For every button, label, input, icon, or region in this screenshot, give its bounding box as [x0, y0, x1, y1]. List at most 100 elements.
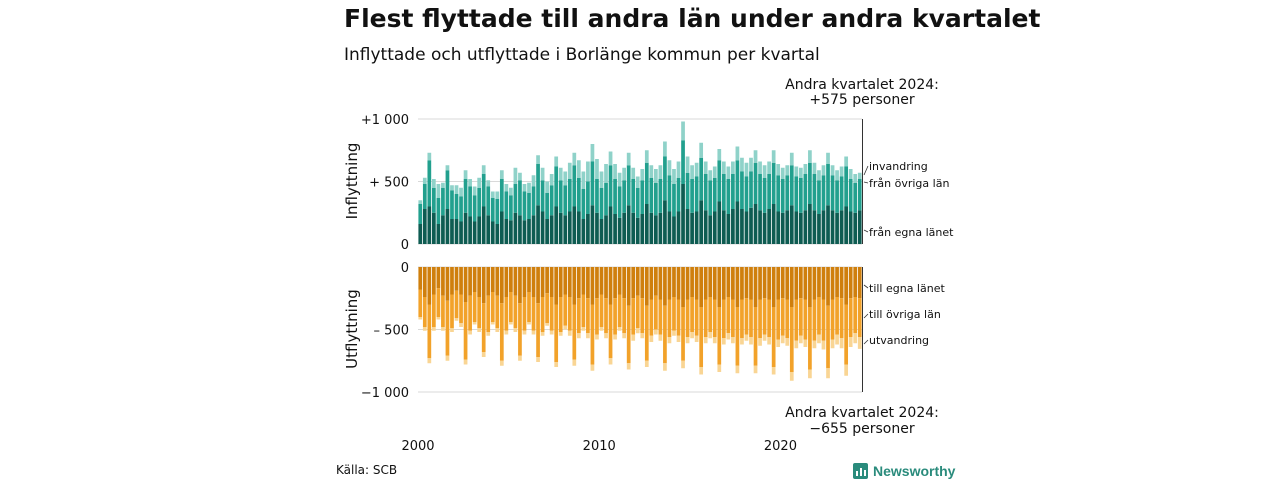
bar-segment — [780, 335, 785, 344]
bar-segment — [527, 219, 531, 244]
bar-segment — [445, 170, 450, 209]
bar-segment — [622, 298, 627, 334]
bar-segment — [441, 182, 445, 188]
bar-segment — [554, 362, 559, 367]
bar-segment — [749, 299, 753, 337]
bar-segment — [545, 219, 549, 244]
bar-segment — [459, 323, 463, 327]
bar-segment — [740, 171, 744, 209]
bar-segment — [445, 355, 450, 361]
bar-segment — [576, 160, 581, 178]
bar-segment — [676, 267, 681, 300]
bar-segment — [558, 332, 563, 336]
bar-segment — [445, 267, 450, 301]
bar-segment — [798, 335, 803, 344]
bar-segment — [731, 299, 735, 337]
bar-segment — [617, 172, 622, 187]
bar-segment — [667, 299, 672, 337]
bar-segment — [794, 166, 799, 177]
bar-segment — [808, 369, 812, 379]
bar-segment — [857, 172, 862, 179]
bar-segment — [572, 304, 577, 360]
bar-segment — [595, 212, 599, 244]
bar-segment — [631, 212, 636, 244]
bar-segment — [595, 267, 599, 299]
bar-segment — [545, 323, 549, 326]
bar-segment — [549, 267, 554, 297]
bar-segment — [699, 142, 704, 158]
bar-segment — [540, 267, 545, 297]
annotation-line-2: +575 personer — [809, 92, 915, 108]
bar-segment — [454, 185, 459, 194]
bar-segment — [531, 330, 536, 335]
bar-segment — [685, 267, 690, 300]
bar-segment — [486, 332, 491, 336]
y-tick-label: 0 — [401, 261, 409, 276]
bar-segment — [708, 332, 713, 339]
bar-segment — [499, 211, 504, 244]
bar-segment — [626, 363, 631, 370]
bar-segment — [450, 267, 454, 295]
bar-segment — [513, 295, 518, 329]
series-label: utvandring — [869, 334, 929, 347]
bar-segment — [749, 207, 753, 244]
bar-segment — [830, 299, 835, 340]
chart-title: Flest flyttade till andra län under andr… — [344, 4, 1041, 33]
bar-segment — [794, 176, 799, 212]
bar-segment — [789, 205, 794, 244]
bar-segment — [835, 170, 839, 181]
bar-segment — [635, 176, 640, 188]
bar-segment — [509, 267, 513, 292]
bar-segment — [463, 302, 468, 360]
bar-segment — [663, 363, 667, 371]
bar-segment — [613, 267, 617, 299]
brand-logo: Newsworthy — [853, 461, 955, 481]
bar-segment — [672, 184, 676, 217]
bar-segment — [477, 328, 482, 332]
bar-segment — [672, 169, 676, 184]
bar-segment — [717, 267, 722, 307]
bar-segment — [717, 160, 722, 202]
bar-segment — [608, 206, 613, 244]
bar-segment — [681, 267, 685, 307]
series-leader-line — [863, 229, 869, 233]
bar-segment — [776, 211, 781, 244]
bar-segment — [654, 182, 658, 216]
bar-segment — [690, 332, 694, 339]
bar-segment — [613, 334, 617, 340]
bar-segment — [844, 267, 849, 305]
bar-segment — [567, 330, 572, 336]
bar-segment — [490, 292, 495, 322]
bar-segment — [608, 151, 613, 166]
bar-segment — [767, 337, 771, 345]
bar-segment — [527, 322, 531, 325]
bar-segment — [445, 300, 450, 356]
bar-segment — [744, 298, 749, 335]
bar-segment — [595, 334, 599, 340]
bar-segment — [826, 164, 830, 206]
bar-segment — [703, 210, 708, 244]
bar-segment — [622, 167, 627, 181]
bar-segment — [776, 339, 781, 347]
bar-segment — [789, 267, 794, 307]
bar-segment — [427, 304, 432, 359]
bar-segment — [699, 157, 704, 201]
bar-segment — [549, 297, 554, 331]
bar-segment — [821, 175, 826, 211]
bar-segment — [509, 292, 513, 322]
bar-segment — [617, 294, 622, 327]
bar-segment — [558, 212, 563, 244]
bar-segment — [794, 267, 799, 300]
bar-segment — [812, 340, 817, 349]
bar-segment — [744, 162, 749, 177]
bar-segment — [703, 337, 708, 344]
bar-segment — [839, 176, 844, 211]
bar-segment — [835, 212, 839, 244]
bar-segment — [685, 299, 690, 337]
series-leader-line — [863, 313, 869, 319]
bar-segment — [767, 299, 771, 337]
bar-segment — [576, 333, 581, 339]
bar-segment — [640, 180, 645, 214]
bar-segment — [812, 162, 817, 174]
bar-segment — [563, 294, 568, 326]
